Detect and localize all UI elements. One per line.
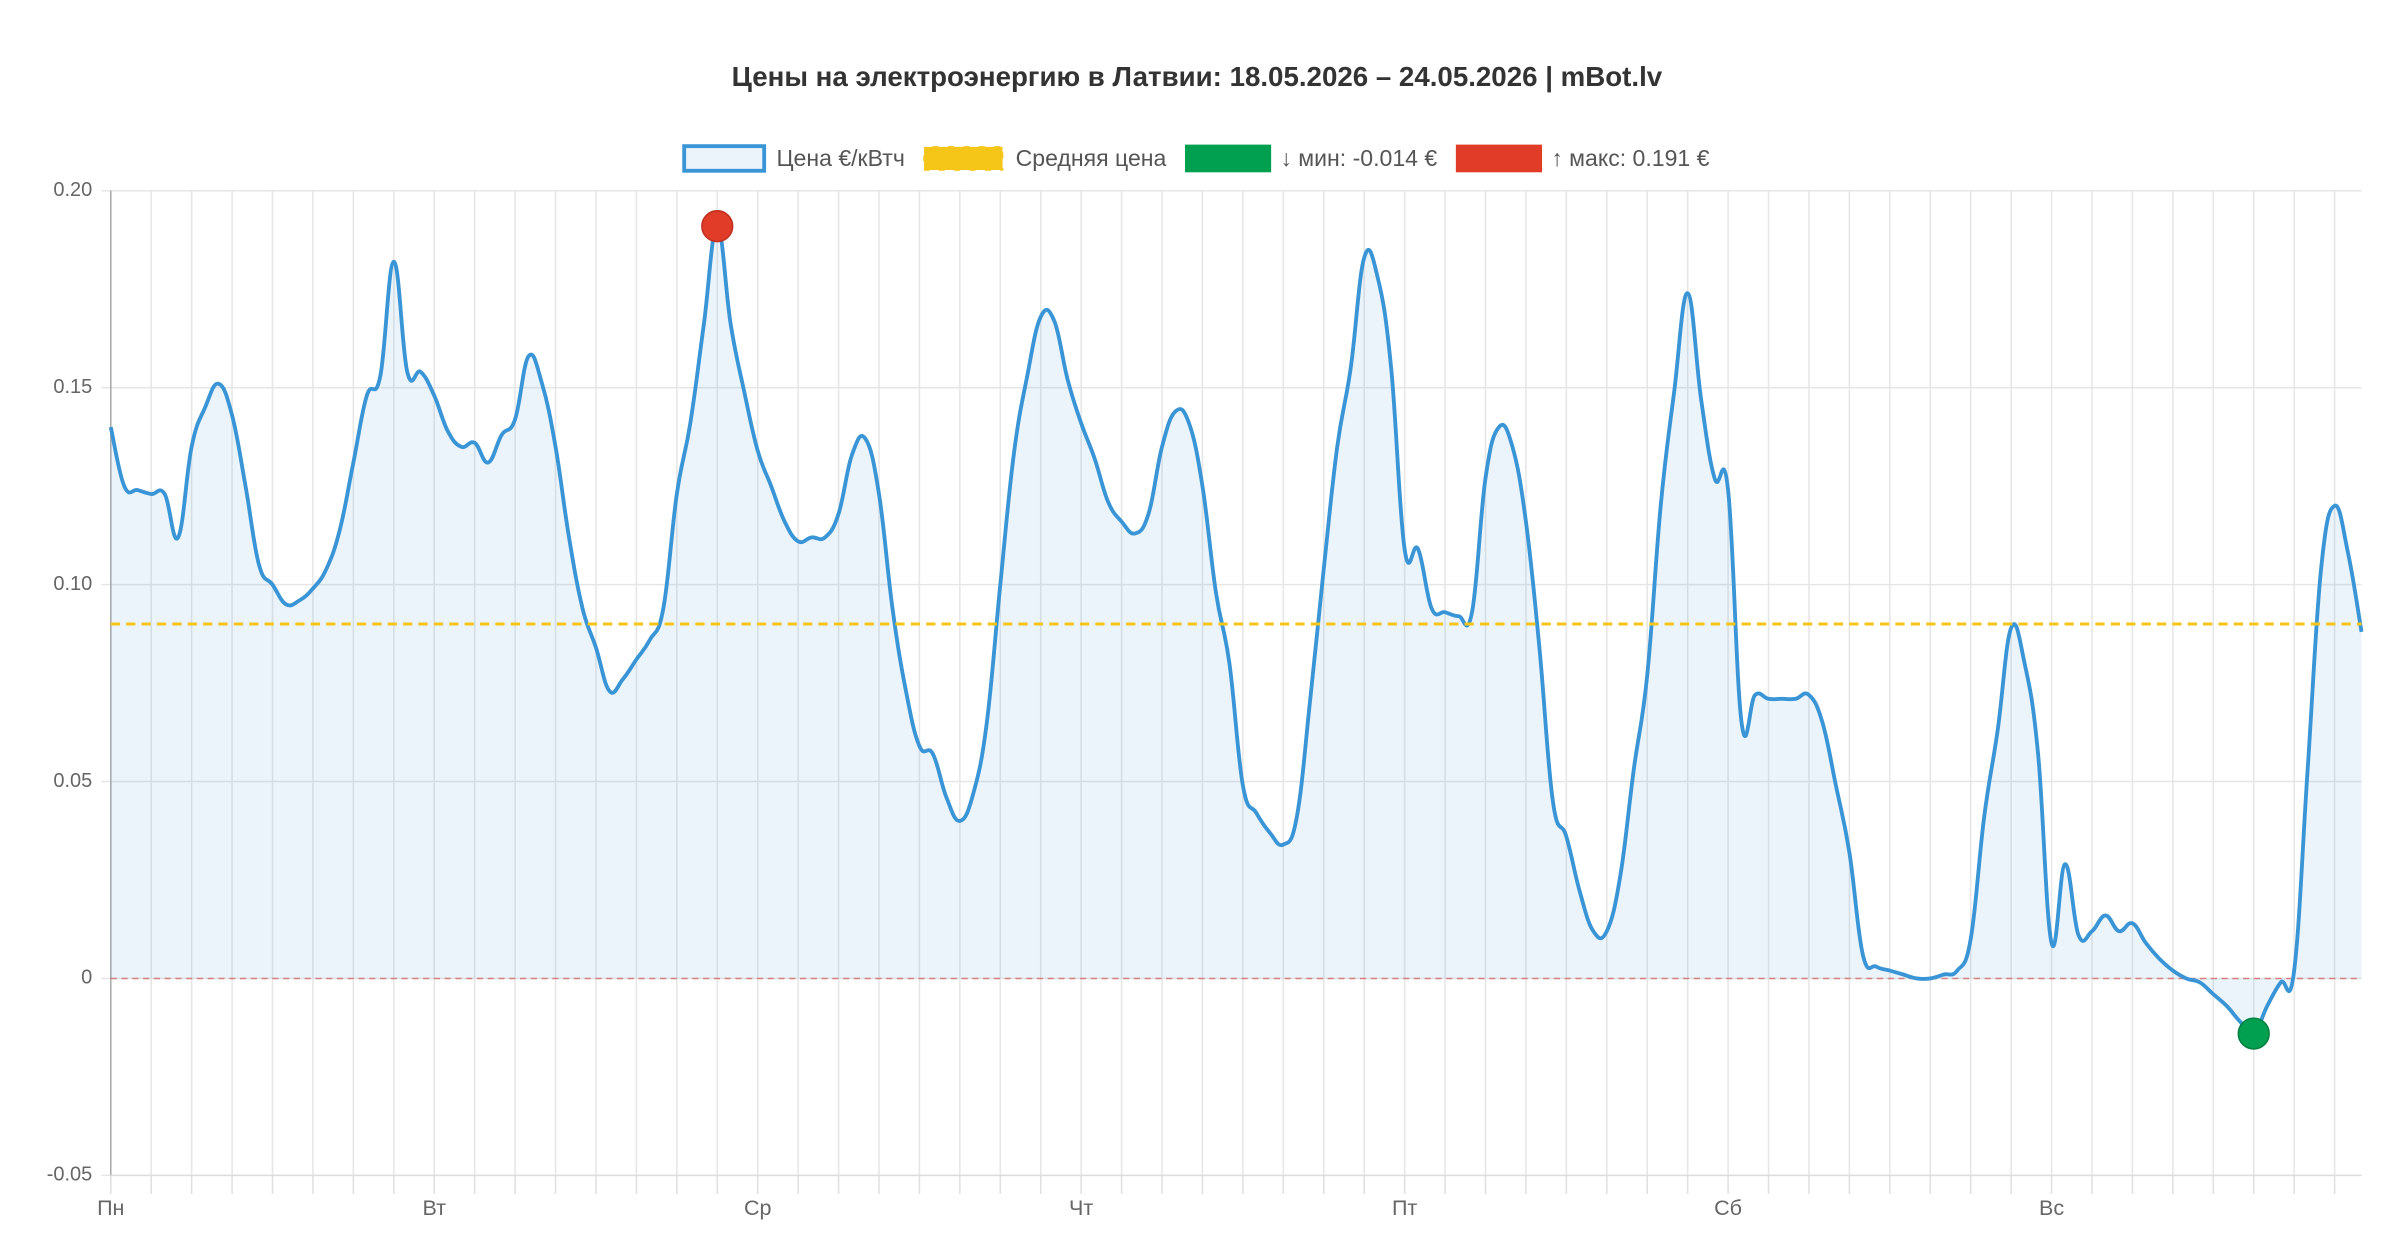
legend-label: ↓ мин: -0.014 €: [1280, 145, 1437, 171]
y-tick-label: 0.05: [53, 770, 92, 792]
min-marker: [2237, 1017, 2270, 1050]
legend-label: Средняя цена: [1016, 145, 1167, 171]
legend-item: Средняя цена: [922, 145, 1167, 172]
legend-swatch: [922, 145, 1005, 172]
x-tick-label: Сб: [1714, 1196, 1742, 1220]
y-tick-label: 0.10: [53, 573, 92, 595]
y-tick-label: 0: [81, 967, 92, 989]
price-line: [108, 224, 2364, 1037]
area: [110, 226, 2362, 1035]
x-tick-label: Вт: [422, 1196, 446, 1220]
x-tick-label: Вс: [2039, 1196, 2064, 1220]
legend-label: ↑ макс: 0.191 €: [1551, 145, 1709, 171]
max-marker: [701, 210, 734, 243]
legend-swatch: [1184, 144, 1272, 173]
y-tick-label: -0.05: [47, 1164, 93, 1186]
legend: Цена €/кВтч Средняя цена ↓ мин: -0.014 € ↑ …: [682, 144, 1710, 173]
legend-label: Цена €/кВтч: [776, 145, 904, 171]
legend-item: Цена €/кВтч: [682, 144, 905, 173]
legend-item: ↑ макс: 0.191 €: [1455, 144, 1710, 173]
x-tick-label: Пн: [97, 1196, 124, 1220]
chart-title: Цены на электроэнергию в Латвии: 18.05.2…: [732, 61, 1663, 92]
legend-swatch: [682, 144, 767, 173]
y-tick-label: 0.20: [53, 179, 92, 201]
legend-swatch: [1455, 144, 1543, 173]
legend-item: ↓ мин: -0.014 €: [1184, 144, 1437, 173]
y-tick-label: 0.15: [53, 376, 92, 398]
x-tick-label: Ср: [744, 1196, 772, 1220]
x-tick-label: Чт: [1069, 1196, 1093, 1220]
x-tick-label: Пт: [1392, 1196, 1417, 1220]
